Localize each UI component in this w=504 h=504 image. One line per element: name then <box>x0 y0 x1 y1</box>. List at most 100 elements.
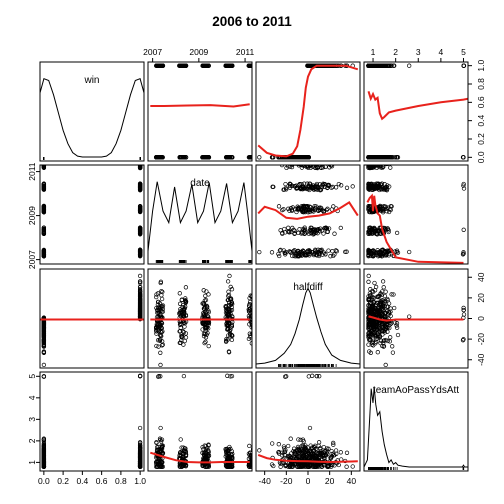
data-point <box>286 226 290 230</box>
data-point <box>42 161 46 165</box>
data-point <box>160 294 164 298</box>
data-point <box>373 281 377 285</box>
data-point <box>367 274 371 278</box>
panel-halfdiff-vs-date <box>148 269 257 368</box>
data-point <box>392 306 396 310</box>
data-point <box>308 160 312 164</box>
data-point <box>252 462 256 466</box>
data-point <box>382 286 386 290</box>
data-point <box>138 160 142 164</box>
panel-date-vs-teamAoPassYdsAtt <box>364 160 468 264</box>
data-point <box>254 156 258 160</box>
data-point <box>396 333 400 337</box>
data-point <box>159 351 163 355</box>
panel-content <box>256 288 360 367</box>
panel-content <box>40 79 144 160</box>
data-point <box>228 274 232 278</box>
data-point <box>182 343 186 347</box>
data-point <box>370 161 374 165</box>
data-point <box>252 450 256 454</box>
panel-halfdiff-vs-win <box>40 269 144 368</box>
panel-halfdiff-vs-teamAoPassYdsAtt <box>364 269 468 368</box>
data-point <box>296 161 300 165</box>
data-point <box>254 64 258 68</box>
panel-content <box>367 64 468 159</box>
data-point <box>351 185 355 189</box>
panel-date-vs-date: date <box>148 165 255 264</box>
data-point <box>384 363 388 367</box>
data-point <box>307 161 311 165</box>
data-point <box>254 64 258 68</box>
data-point <box>42 363 46 367</box>
data-point <box>254 309 258 313</box>
data-point <box>226 294 230 298</box>
data-point <box>254 457 258 461</box>
data-point <box>380 161 384 165</box>
data-point <box>179 438 183 442</box>
panel-content <box>148 182 255 263</box>
data-point <box>314 161 318 165</box>
data-point <box>254 333 258 337</box>
data-point <box>407 315 411 319</box>
data-point <box>252 322 256 326</box>
data-point <box>301 161 305 165</box>
data-point <box>407 64 411 68</box>
data-point <box>154 295 158 299</box>
data-point <box>183 339 187 343</box>
data-point <box>159 363 163 367</box>
data-point <box>226 280 230 284</box>
data-point <box>395 231 399 235</box>
density-line <box>148 182 252 251</box>
data-point <box>42 161 46 165</box>
smoother-line <box>258 66 358 157</box>
data-point <box>230 338 234 342</box>
data-point <box>345 186 349 190</box>
data-point <box>252 446 256 450</box>
data-point <box>462 228 466 232</box>
panel-content <box>367 160 466 263</box>
data-point <box>184 336 188 340</box>
data-point <box>42 161 46 165</box>
data-point <box>373 160 377 164</box>
data-point <box>270 251 274 255</box>
data-point <box>254 156 258 160</box>
data-point <box>383 161 387 165</box>
chart-title: 2006 to 2011 <box>212 14 292 29</box>
data-point <box>138 161 142 165</box>
data-point <box>207 344 211 348</box>
data-point <box>252 452 256 456</box>
panel-halfdiff-vs-halfdiff: halfdiff <box>256 269 360 368</box>
data-point <box>252 319 256 323</box>
data-point <box>254 459 258 463</box>
data-point <box>254 454 258 458</box>
data-point <box>42 161 46 165</box>
data-point <box>155 344 159 348</box>
data-point <box>252 326 256 330</box>
panel-content <box>150 274 257 367</box>
panel-content <box>150 64 257 159</box>
data-point <box>279 229 283 233</box>
data-point <box>254 64 258 68</box>
data-point <box>370 161 374 165</box>
data-point <box>384 290 388 294</box>
data-point <box>390 345 394 349</box>
data-point <box>138 274 142 278</box>
data-point <box>387 302 391 306</box>
data-point <box>386 161 390 165</box>
data-point <box>277 205 281 209</box>
panel-border <box>40 165 144 264</box>
data-point <box>252 156 256 160</box>
data-point <box>42 161 46 165</box>
panel-teamAoPassYdsAtt-vs-date <box>148 372 257 471</box>
panel-content <box>40 274 144 367</box>
data-point <box>138 161 142 165</box>
panel-content <box>258 64 358 159</box>
data-point <box>138 426 142 430</box>
panel-date-vs-halfdiff <box>256 160 360 264</box>
data-point <box>381 280 385 284</box>
variable-label: win <box>83 75 99 86</box>
data-point <box>376 350 380 354</box>
data-point <box>391 351 395 355</box>
data-point <box>42 160 46 164</box>
